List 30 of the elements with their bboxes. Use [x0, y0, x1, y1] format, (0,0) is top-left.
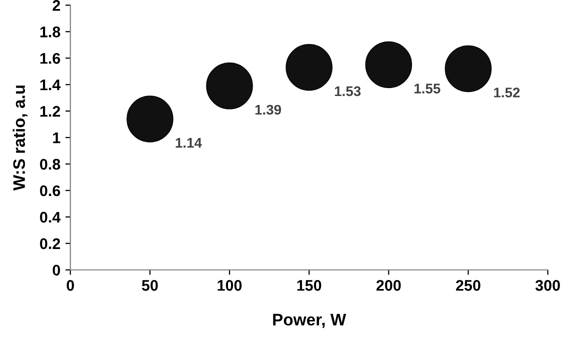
y-axis-title: W:S ratio, a.u [12, 86, 28, 191]
x-tick-label: 0 [66, 280, 74, 291]
y-tick-label: 0 [52, 264, 60, 276]
point [126, 96, 174, 142]
x-tick-label: 150 [297, 280, 322, 291]
y-tick-label: 0.4 [40, 212, 61, 223]
point [206, 62, 253, 110]
x-tick-label: 100 [218, 280, 242, 291]
point [444, 45, 492, 92]
y-tick-label: 2 [52, 0, 60, 11]
point [286, 44, 332, 91]
point [365, 41, 412, 88]
x-tick-label: 50 [142, 280, 158, 291]
y-tick-label: 1.6 [40, 52, 60, 64]
data-label: 1.39 [255, 104, 282, 115]
x-tick-label: 300 [535, 280, 560, 291]
data-label: 1.53 [334, 86, 361, 96]
x-tick-label: 200 [376, 280, 401, 291]
y-tick-label: 0.2 [40, 238, 60, 250]
x-tick-label: 250 [456, 280, 480, 291]
y-tick-label: 1.4 [40, 80, 61, 90]
y-tick-label: 1.2 [40, 106, 60, 117]
data-label: 1.14 [176, 138, 202, 148]
y-tick-label: 1 [53, 132, 60, 144]
x-axis-title: Power, W [273, 314, 346, 328]
data-label: 1.52 [494, 88, 520, 98]
data-label: 1.55 [414, 84, 440, 94]
y-tick-label: 0.6 [40, 185, 60, 196]
y-tick-label: 1.8 [40, 26, 60, 38]
y-tick-label: 0.8 [40, 158, 60, 170]
